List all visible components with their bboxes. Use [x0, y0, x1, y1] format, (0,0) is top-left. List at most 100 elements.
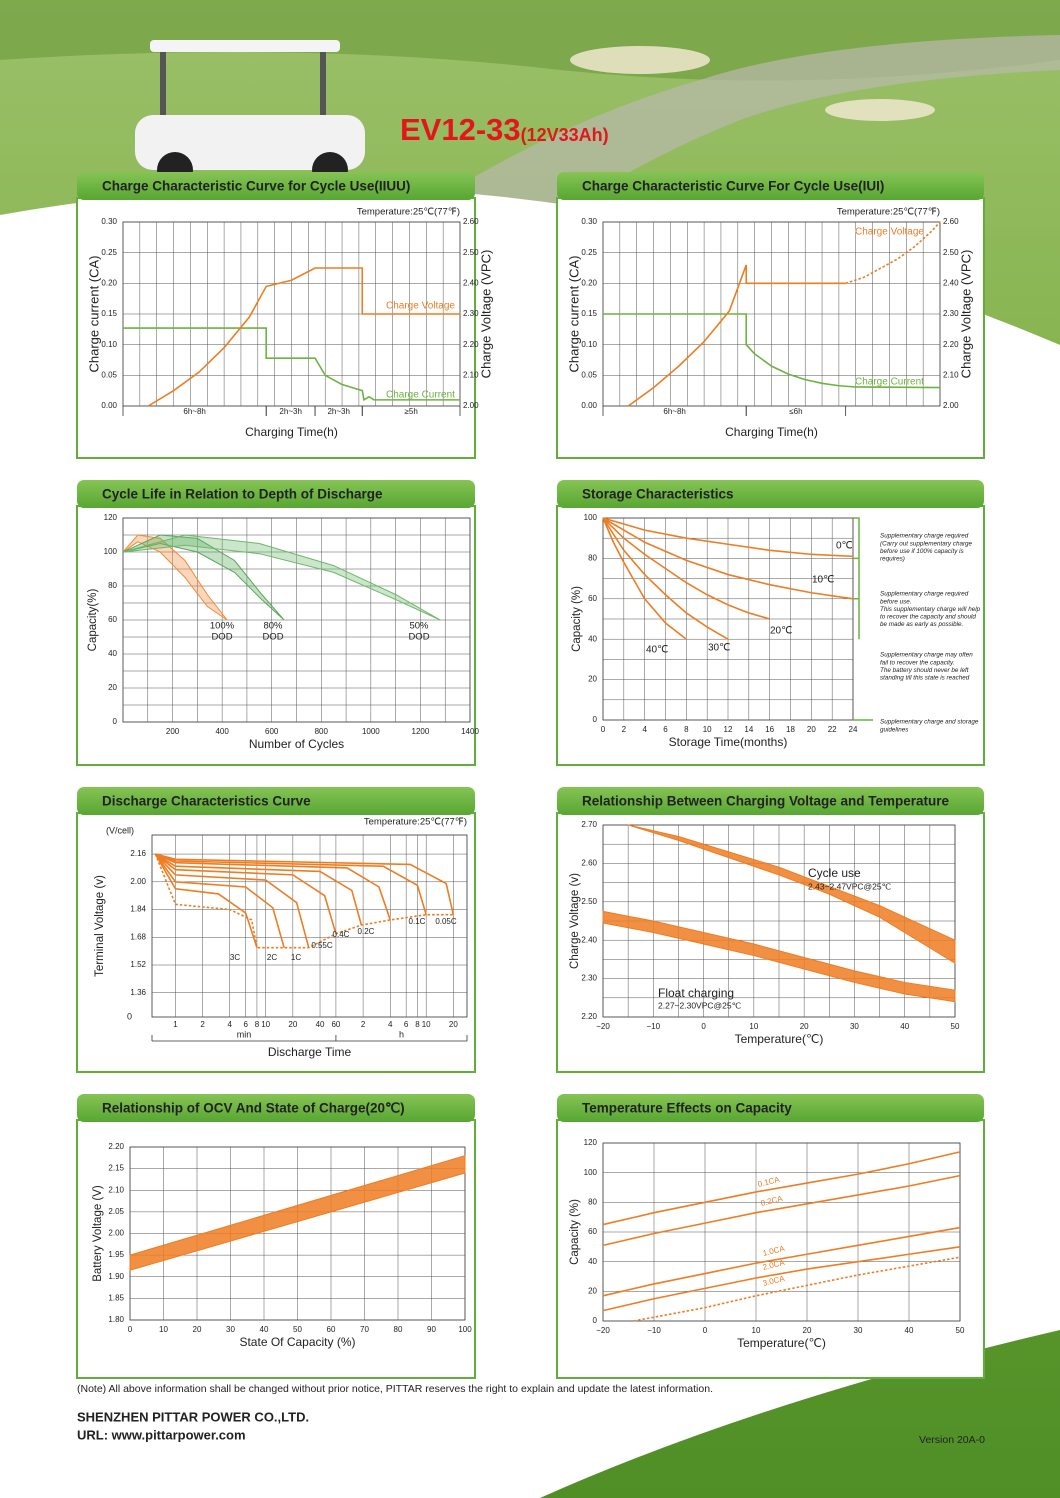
series-line — [602, 517, 770, 620]
panel-header — [77, 172, 475, 200]
plot — [602, 517, 854, 721]
y-tick-label: 0.30 — [581, 217, 597, 226]
annotation: 100% — [210, 621, 235, 632]
y-tick-label: 1.84 — [130, 905, 146, 914]
x-tick-label: 1000 — [362, 727, 380, 736]
model-title: EV12-33(12V33Ah) — [400, 112, 609, 147]
annotation: 2.43~2.47VPC@25℃ — [808, 881, 892, 891]
plot-frame — [151, 834, 468, 1018]
x-tick-label: 50 — [293, 1325, 302, 1334]
panel-title: Discharge Characteristics Curve — [102, 794, 311, 809]
guideline-bracket — [853, 517, 873, 721]
x-tick-label: 1200 — [412, 727, 430, 736]
segment-label: 6h~8h — [183, 407, 205, 416]
plot — [122, 517, 471, 723]
x-tick-label: 30 — [850, 1022, 859, 1031]
segment-label: ≤6h — [789, 407, 802, 416]
y-tick-label: 0.30 — [101, 217, 117, 226]
plot — [151, 834, 468, 1018]
x-axis-label: Charging Time(h) — [725, 425, 818, 439]
panel-frame — [556, 197, 985, 459]
temperature-note: Temperature:25℃(77℉) — [837, 207, 940, 218]
x-tick-label: −20 — [596, 1022, 610, 1031]
panel-title: Charge Characteristic Curve For Cycle Us… — [582, 179, 884, 194]
y-tick-label: 0.05 — [101, 370, 117, 379]
storage-note: be made as early as possible. — [880, 621, 963, 628]
x-tick-label: 90 — [427, 1325, 436, 1334]
y-tick-label: 2.20 — [108, 1142, 124, 1151]
y-tick-label: 1.68 — [130, 932, 146, 941]
y-axis-label: Charge current (CA) — [566, 255, 581, 372]
x-tick-label: 6 — [243, 1020, 248, 1029]
x-tick-label: 22 — [828, 725, 837, 734]
y-axis-label: Capacity (%) — [569, 1199, 581, 1265]
x-tick-label: 40 — [260, 1325, 269, 1334]
series-line — [602, 1246, 961, 1312]
x-tick-label: 40 — [900, 1022, 909, 1031]
y-tick-label: 1.90 — [108, 1272, 124, 1281]
y-tick-label: 0.20 — [101, 278, 117, 287]
y-tick-label: 120 — [584, 1138, 598, 1147]
y-tick-label: 1.95 — [108, 1250, 124, 1259]
x-tick-label: 10 — [159, 1325, 168, 1334]
y2-tick-label: 2.20 — [463, 340, 479, 349]
x-tick-label: 1 — [173, 1020, 178, 1029]
y-axis-label: Terminal Voltage (v) — [94, 875, 106, 977]
x-tick-label: 60 — [327, 1325, 336, 1334]
y2-tick-label: 2.30 — [463, 309, 479, 318]
y-tick-label: 2.05 — [108, 1207, 124, 1216]
x-tick-label: 100 — [458, 1325, 472, 1334]
x-tick-label: 12 — [724, 725, 733, 734]
panel-frame — [76, 812, 476, 1073]
x-tick-label: 70 — [360, 1325, 369, 1334]
y-tick-label: 0 — [593, 1316, 598, 1325]
series-label: 10℃ — [812, 575, 834, 586]
series-label: 0.1C — [409, 917, 426, 926]
y2-tick-label: 2.00 — [463, 401, 479, 410]
y-axis-label: Capacity(%) — [87, 589, 99, 652]
panel-header — [557, 480, 984, 508]
storage-note: before use. — [880, 598, 912, 605]
y-tick-label: 0.25 — [581, 248, 597, 257]
x-tick-label: 2 — [200, 1020, 205, 1029]
series-label: 2C — [267, 953, 277, 962]
storage-note: requires) — [880, 555, 905, 562]
panel-header — [557, 172, 984, 200]
y2-tick-label: 2.00 — [943, 401, 959, 410]
y2-tick-label: 2.10 — [463, 370, 479, 379]
series-label: 0.05C — [435, 917, 457, 926]
series-line — [602, 517, 854, 600]
series-label: Charge Current — [386, 390, 455, 401]
sand-trap — [570, 46, 710, 74]
y2-tick-label: 2.40 — [463, 278, 479, 287]
x-tick-label: 24 — [849, 725, 858, 734]
annotation: DOD — [211, 632, 232, 643]
panel-title: Relationship Between Charging Voltage an… — [582, 794, 950, 809]
series-line — [627, 264, 846, 407]
x-unit: min — [237, 1029, 252, 1039]
x-tick-label: −10 — [646, 1022, 660, 1031]
series-line — [602, 1226, 961, 1297]
x-tick-label: 80 — [394, 1325, 403, 1334]
y-tick-label: 20 — [588, 1286, 597, 1295]
storage-note: before use if 100% capacity is — [880, 548, 965, 555]
y-axis-label: Charge current (CA) — [86, 255, 101, 372]
series-line — [845, 221, 941, 285]
panel-header — [77, 787, 475, 815]
y-tick-label: 0.10 — [581, 340, 597, 349]
y-tick-label: 20 — [588, 675, 597, 684]
x-tick-label: 16 — [765, 725, 774, 734]
panel-header — [557, 1094, 984, 1122]
charts: Charge Characteristic Curve for Cycle Us… — [76, 172, 985, 1379]
x-tick-label: −20 — [596, 1326, 610, 1335]
y2-axis-label: Charge Voltage (VPC) — [478, 250, 493, 379]
y-tick-label: 100 — [584, 1168, 598, 1177]
y-tick-label: 100 — [584, 513, 598, 522]
x-tick-label: 10 — [749, 1022, 758, 1031]
panel-header — [557, 787, 984, 815]
version: Version 20A-0 — [919, 1434, 985, 1446]
y2-tick-label: 2.50 — [943, 248, 959, 257]
panel-title: Charge Characteristic Curve for Cycle Us… — [102, 179, 410, 194]
annotation: 50% — [409, 621, 429, 632]
x-tick-label: 0 — [601, 725, 606, 734]
